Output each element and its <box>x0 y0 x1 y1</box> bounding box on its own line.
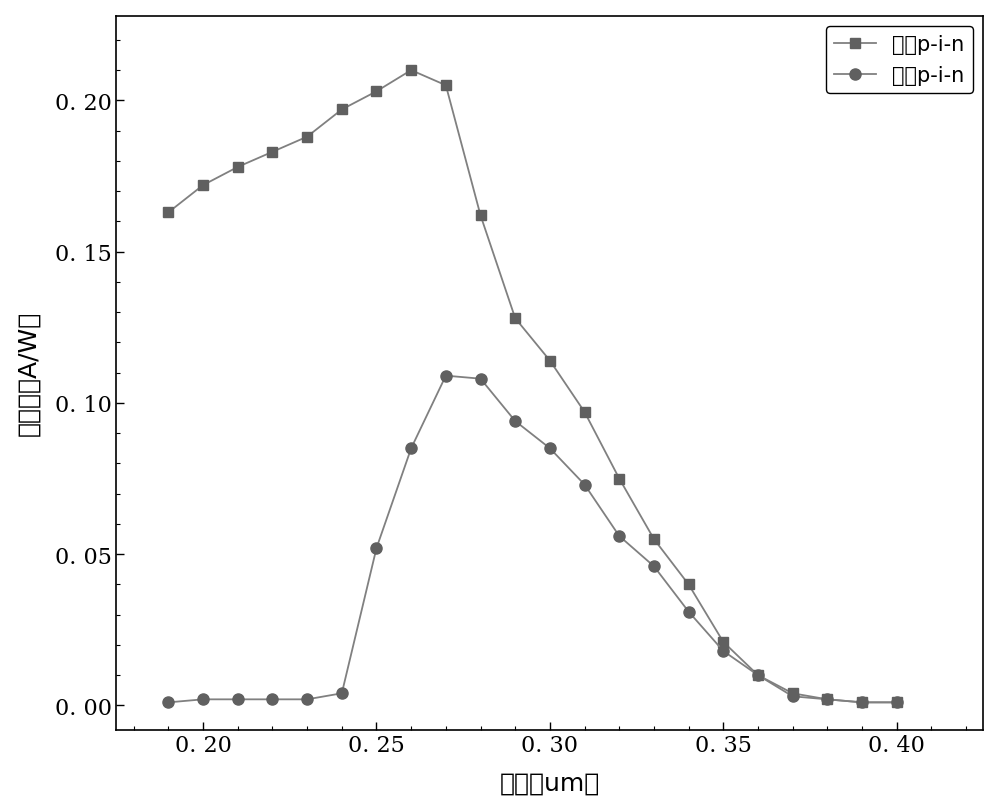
Y-axis label: 响应度（A/W）: 响应度（A/W） <box>17 311 41 436</box>
Legend: 同轴p-i-n, 常规p-i-n: 同轴p-i-n, 常规p-i-n <box>826 27 973 94</box>
X-axis label: 波长（um）: 波长（um） <box>500 770 600 794</box>
